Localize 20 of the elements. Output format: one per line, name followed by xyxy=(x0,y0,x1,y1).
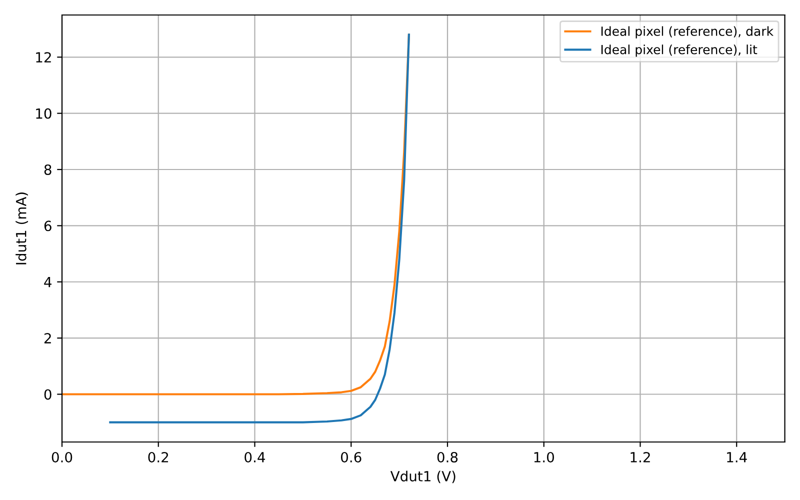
x-tick-label: 1.2 xyxy=(630,452,650,462)
y-tick-label: 0 xyxy=(44,389,52,400)
y-tick-label: 6 xyxy=(44,220,52,232)
x-tick-label: 0.4 xyxy=(244,452,266,462)
x-tick-label: 0.0 xyxy=(52,452,72,462)
x-tick-label: 1.0 xyxy=(534,452,554,462)
line-series xyxy=(109,34,410,424)
y-axis-title: Idut1 (mA) xyxy=(16,192,28,264)
y-tick-label: 10 xyxy=(36,108,52,119)
x-axis-title: Vdut1 (V) xyxy=(390,470,456,484)
y-tick-label: 4 xyxy=(44,277,52,288)
legend-label: Ideal pixel (reference), lit xyxy=(601,44,758,57)
x-tick-label: 0.8 xyxy=(437,452,458,462)
x-tick-label: 0.6 xyxy=(340,452,362,462)
y-tick-label: 2 xyxy=(44,333,51,344)
x-tick-label: 1.4 xyxy=(727,452,747,462)
y-tick-label: 12 xyxy=(36,52,51,62)
legend-label: Ideal pixel (reference), dark xyxy=(601,26,774,38)
x-tick-label: 0.2 xyxy=(148,452,168,462)
y-tick-label: 8 xyxy=(44,164,52,175)
